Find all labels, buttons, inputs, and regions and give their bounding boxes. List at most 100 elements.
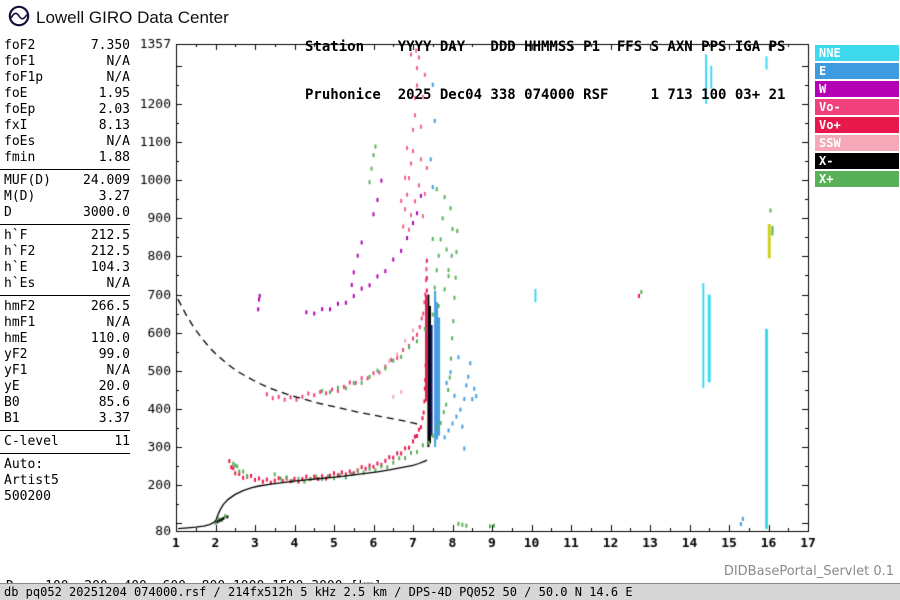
param-value: 3.27 xyxy=(98,189,130,204)
auto-block: Auto: Artist5 500200 xyxy=(4,457,130,505)
param-row: foF2 7.350 xyxy=(4,38,130,54)
param-label: hmE xyxy=(4,331,28,346)
param-label: yF1 xyxy=(4,363,28,378)
param-label: h`Es xyxy=(4,276,36,291)
param-label: foF2 xyxy=(4,38,36,53)
legend-label: SSW xyxy=(819,136,841,150)
auto-line: 500200 xyxy=(4,489,51,504)
param-label: foF1p xyxy=(4,70,44,85)
param-row: fxI 8.13 xyxy=(4,118,130,134)
legend-label: NNE xyxy=(819,46,841,60)
param-row: yF1 N/A xyxy=(4,363,130,379)
param-row: C-level 11 xyxy=(4,434,130,450)
param-row: MUF(D) 24.009 xyxy=(4,173,130,189)
legend-label: X+ xyxy=(819,172,834,186)
giro-logo-icon xyxy=(8,5,30,31)
legend-item-ssw: SSW xyxy=(815,135,899,151)
param-label: B1 xyxy=(4,411,20,426)
legend-label: Vo+ xyxy=(819,118,841,132)
param-value: N/A xyxy=(106,70,130,85)
legend-item-nne: NNE xyxy=(815,45,899,61)
param-label: yE xyxy=(4,379,20,394)
param-label: fmin xyxy=(4,150,36,165)
param-value: 24.009 xyxy=(83,173,130,188)
param-row: B1 3.37 xyxy=(4,411,130,427)
legend-label: Vo- xyxy=(819,100,841,114)
param-label: C-level xyxy=(4,434,59,449)
group-separator xyxy=(0,430,130,431)
param-row: h`Es N/A xyxy=(4,276,130,292)
param-row: foEp 2.03 xyxy=(4,102,130,118)
legend-item-vo: Vo- xyxy=(815,99,899,115)
param-value: 110.0 xyxy=(90,331,130,346)
auto-label: Auto: xyxy=(4,457,44,472)
param-label: foEp xyxy=(4,102,36,117)
param-row: foF1p N/A xyxy=(4,70,130,86)
legend-item-e: E xyxy=(815,63,899,79)
legend-label: E xyxy=(819,64,827,78)
param-row: hmF1 N/A xyxy=(4,315,130,331)
auto-line: Artist5 xyxy=(4,473,59,488)
param-row: h`E 104.3 xyxy=(4,260,130,276)
param-label: foEs xyxy=(4,134,36,149)
param-value: 3.37 xyxy=(98,411,130,426)
param-value: 212.5 xyxy=(90,228,130,243)
param-row: hmE 110.0 xyxy=(4,331,130,347)
param-value: 99.0 xyxy=(98,347,130,362)
group-separator xyxy=(0,224,130,225)
echo-direction-legend: NNE E W Vo- Vo+ SSW X- X+ xyxy=(815,45,899,189)
param-row: yE 20.0 xyxy=(4,379,130,395)
legend-item-vo: Vo+ xyxy=(815,117,899,133)
brand-title: Lowell GIRO Data Center xyxy=(36,8,229,27)
param-value: 8.13 xyxy=(98,118,130,133)
param-row: B0 85.6 xyxy=(4,395,130,411)
legend-item-x: X+ xyxy=(815,171,899,187)
param-label: D xyxy=(4,205,12,220)
param-label: h`E xyxy=(4,260,28,275)
param-label: M(D) xyxy=(4,189,36,204)
param-label: h`F xyxy=(4,228,28,243)
param-value: 11 xyxy=(114,434,130,449)
legend-label: W xyxy=(819,82,827,96)
param-value: 104.3 xyxy=(90,260,130,275)
param-value: 20.0 xyxy=(98,379,130,394)
param-value: N/A xyxy=(106,276,130,291)
param-label: hmF1 xyxy=(4,315,36,330)
param-label: yF2 xyxy=(4,347,28,362)
param-row: hmF2 266.5 xyxy=(4,299,130,315)
param-label: hmF2 xyxy=(4,299,36,314)
param-row: yF2 99.0 xyxy=(4,347,130,363)
station-header: Station YYYY DAY DDD HHMMSS P1 FFS S AXN… xyxy=(305,7,785,119)
param-value: 3000.0 xyxy=(83,205,130,220)
legend-item-w: W xyxy=(815,81,899,97)
param-label: foE xyxy=(4,86,28,101)
param-label: h`F2 xyxy=(4,244,36,259)
param-value: 85.6 xyxy=(98,395,130,410)
param-row: M(D) 3.27 xyxy=(4,189,130,205)
param-row: foEs N/A xyxy=(4,134,130,150)
param-value: 7.350 xyxy=(90,38,130,53)
param-row: h`F 212.5 xyxy=(4,228,130,244)
param-label: fxI xyxy=(4,118,28,133)
param-value: N/A xyxy=(106,315,130,330)
param-row: h`F2 212.5 xyxy=(4,244,130,260)
param-row: fmin 1.88 xyxy=(4,150,130,166)
brand: Lowell GIRO Data Center xyxy=(8,5,229,31)
param-label: foF1 xyxy=(4,54,36,69)
param-row: D 3000.0 xyxy=(4,205,130,221)
param-value: 1.88 xyxy=(98,150,130,165)
group-separator xyxy=(0,453,130,454)
station-header-line1: Station YYYY DAY DDD HHMMSS P1 FFS S AXN… xyxy=(305,39,786,55)
param-value: 1.95 xyxy=(98,86,130,101)
param-value: N/A xyxy=(106,54,130,69)
group-separator xyxy=(0,169,130,170)
param-row: foE 1.95 xyxy=(4,86,130,102)
param-label: B0 xyxy=(4,395,20,410)
param-row: foF1 N/A xyxy=(4,54,130,70)
parameter-panel: foF2 7.350 foF1 N/A foF1p N/A foE 1.95 foEp 2.03 f… xyxy=(0,38,130,505)
status-bar: db pq052 20251204 074000.rsf / 214fx512h… xyxy=(0,583,900,600)
group-separator xyxy=(0,295,130,296)
station-header-line2: Pruhonice 2025 Dec04 338 074000 RSF 1 71… xyxy=(305,87,786,103)
param-label: MUF(D) xyxy=(4,173,51,188)
